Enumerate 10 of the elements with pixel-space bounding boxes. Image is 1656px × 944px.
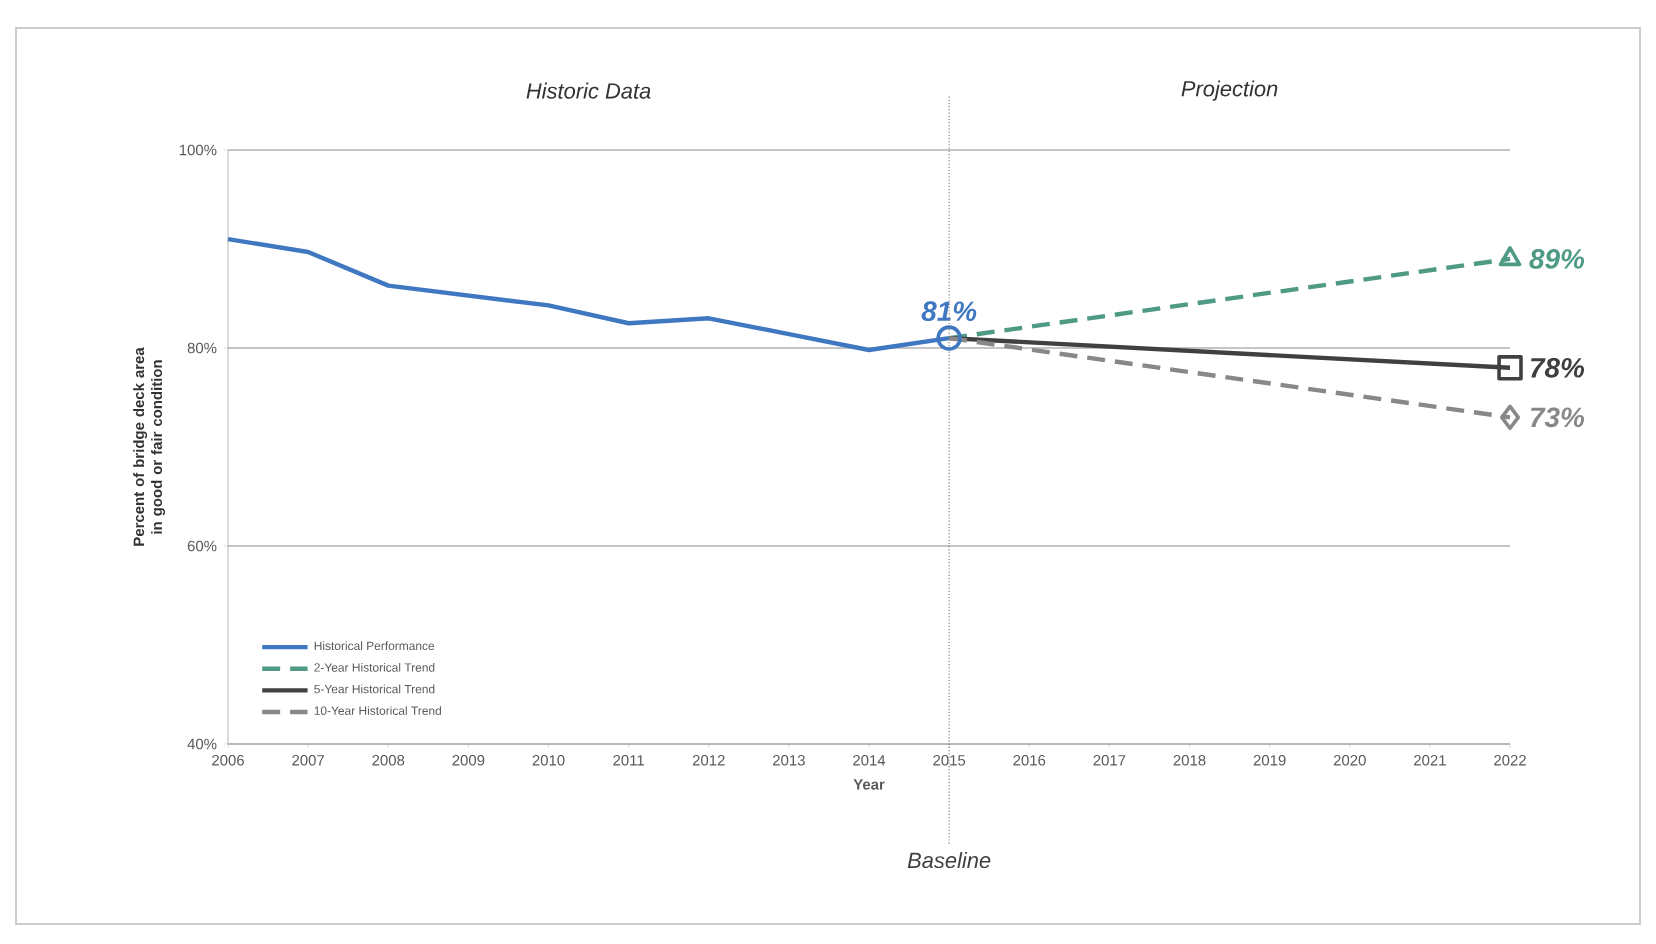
data-label: 78% xyxy=(1530,357,1585,378)
ref-line-label: Baseline xyxy=(907,852,991,869)
point xyxy=(1500,404,1521,431)
text: Historic Data xyxy=(526,82,651,99)
data-label: 73% xyxy=(1530,407,1585,428)
point xyxy=(936,325,962,351)
point xyxy=(1497,355,1523,381)
data-label: 81% xyxy=(921,301,977,322)
text: Projection xyxy=(1181,80,1278,101)
data-label: 89% xyxy=(1529,249,1585,269)
